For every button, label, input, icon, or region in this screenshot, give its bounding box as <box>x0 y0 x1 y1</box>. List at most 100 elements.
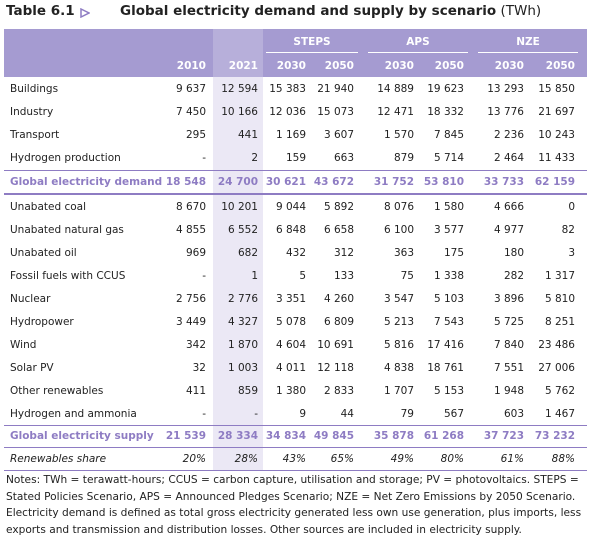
group-underline <box>478 52 578 53</box>
cell: 4 260 <box>323 293 354 305</box>
cell: 88% <box>551 453 575 465</box>
cell: 603 <box>503 408 524 420</box>
cell: 7 845 <box>433 129 464 141</box>
cell: 43 672 <box>313 176 354 188</box>
cell: 6 848 <box>275 224 306 236</box>
cell: 80% <box>440 453 464 465</box>
cell: 34 834 <box>265 430 306 442</box>
cell: 8 670 <box>175 201 206 213</box>
cell: 312 <box>333 247 354 259</box>
cell: 1 580 <box>433 201 464 213</box>
cell: 133 <box>333 270 354 282</box>
group-header: STEPS <box>293 36 331 48</box>
cell: 5 816 <box>383 339 414 351</box>
cell: 342 <box>185 339 206 351</box>
cell: 21 539 <box>165 430 206 442</box>
cell: 15 073 <box>317 106 354 118</box>
cell: 1 948 <box>493 385 524 397</box>
cell: 33 733 <box>483 176 524 188</box>
title-arrow-icon <box>80 8 90 18</box>
cell: 0 <box>568 201 575 213</box>
cell: 82 <box>561 224 575 236</box>
cell: 159 <box>285 152 306 164</box>
cell: 10 691 <box>317 339 354 351</box>
cell: 441 <box>237 129 258 141</box>
cell: 3 351 <box>275 293 306 305</box>
row-label: Other renewables <box>10 385 104 397</box>
cell: 18 548 <box>165 176 206 188</box>
year-header: 2030 <box>494 60 524 72</box>
cell: 10 201 <box>221 201 258 213</box>
cell: 32 <box>192 362 206 374</box>
table-title: Global electricity demand and supply by … <box>120 4 541 18</box>
row-label: Renewables share <box>10 453 107 465</box>
cell: 1 467 <box>544 408 575 420</box>
cell: 4 604 <box>275 339 306 351</box>
cell: 4 666 <box>493 201 524 213</box>
cell: 5 762 <box>544 385 575 397</box>
cell: 62 159 <box>534 176 575 188</box>
cell: 35 878 <box>373 430 414 442</box>
cell: 61% <box>500 453 524 465</box>
cell: 5 714 <box>433 152 464 164</box>
cell: 49% <box>390 453 414 465</box>
cell: 19 623 <box>427 83 464 95</box>
title-unit: (TWh) <box>500 3 542 19</box>
row-label: Unabated oil <box>10 247 77 259</box>
cell: - <box>202 408 206 420</box>
group-header: NZE <box>516 36 540 48</box>
cell: 21 697 <box>538 106 575 118</box>
cell: 3 449 <box>175 316 206 328</box>
row-label: Hydropower <box>10 316 74 328</box>
cell: 682 <box>237 247 258 259</box>
row-label: Hydrogen and ammonia <box>10 408 137 420</box>
year-header: 2050 <box>324 60 354 72</box>
notes: Notes: TWh = terawatt-hours; CCUS = carb… <box>6 474 582 536</box>
cell: 17 416 <box>427 339 464 351</box>
cell: 2 776 <box>227 293 258 305</box>
cell: 10 243 <box>538 129 575 141</box>
cell: 432 <box>285 247 306 259</box>
cell: 13 776 <box>487 106 524 118</box>
cell: 8 076 <box>383 201 414 213</box>
cell: 4 838 <box>383 362 414 374</box>
row-label: Unabated coal <box>10 201 87 213</box>
cell: 1 169 <box>275 129 306 141</box>
cell: 65% <box>330 453 354 465</box>
cell: 37 723 <box>483 430 524 442</box>
title-text: Global electricity demand and supply by … <box>120 3 497 19</box>
cell: 9 637 <box>175 83 206 95</box>
cell: 73 232 <box>534 430 575 442</box>
cell: 75 <box>400 270 414 282</box>
row-label: Hydrogen production <box>10 152 121 164</box>
cell: 14 889 <box>377 83 414 95</box>
cell: 18 761 <box>427 362 464 374</box>
cell: 10 166 <box>221 106 258 118</box>
cell: 5 810 <box>544 293 575 305</box>
row-label: Wind <box>10 339 37 351</box>
rule <box>4 470 587 471</box>
group-underline <box>266 52 358 53</box>
cell: 1 707 <box>383 385 414 397</box>
cell: 5 725 <box>493 316 524 328</box>
cell: 7 543 <box>433 316 464 328</box>
cell: 4 011 <box>275 362 306 374</box>
cell: 4 855 <box>175 224 206 236</box>
cell: 12 594 <box>221 83 258 95</box>
cell: 53 810 <box>423 176 464 188</box>
cell: 1 570 <box>383 129 414 141</box>
cell: 2 <box>251 152 258 164</box>
row-label: Transport <box>10 129 60 141</box>
cell: 363 <box>393 247 414 259</box>
cell: 12 036 <box>269 106 306 118</box>
cell: 6 100 <box>383 224 414 236</box>
cell: 2 756 <box>175 293 206 305</box>
cell: - <box>202 270 206 282</box>
row-label: Unabated natural gas <box>10 224 124 236</box>
cell: - <box>202 152 206 164</box>
cell: 23 486 <box>538 339 575 351</box>
cell: 15 383 <box>269 83 306 95</box>
year-header: 2050 <box>434 60 464 72</box>
cell: 1 338 <box>433 270 464 282</box>
